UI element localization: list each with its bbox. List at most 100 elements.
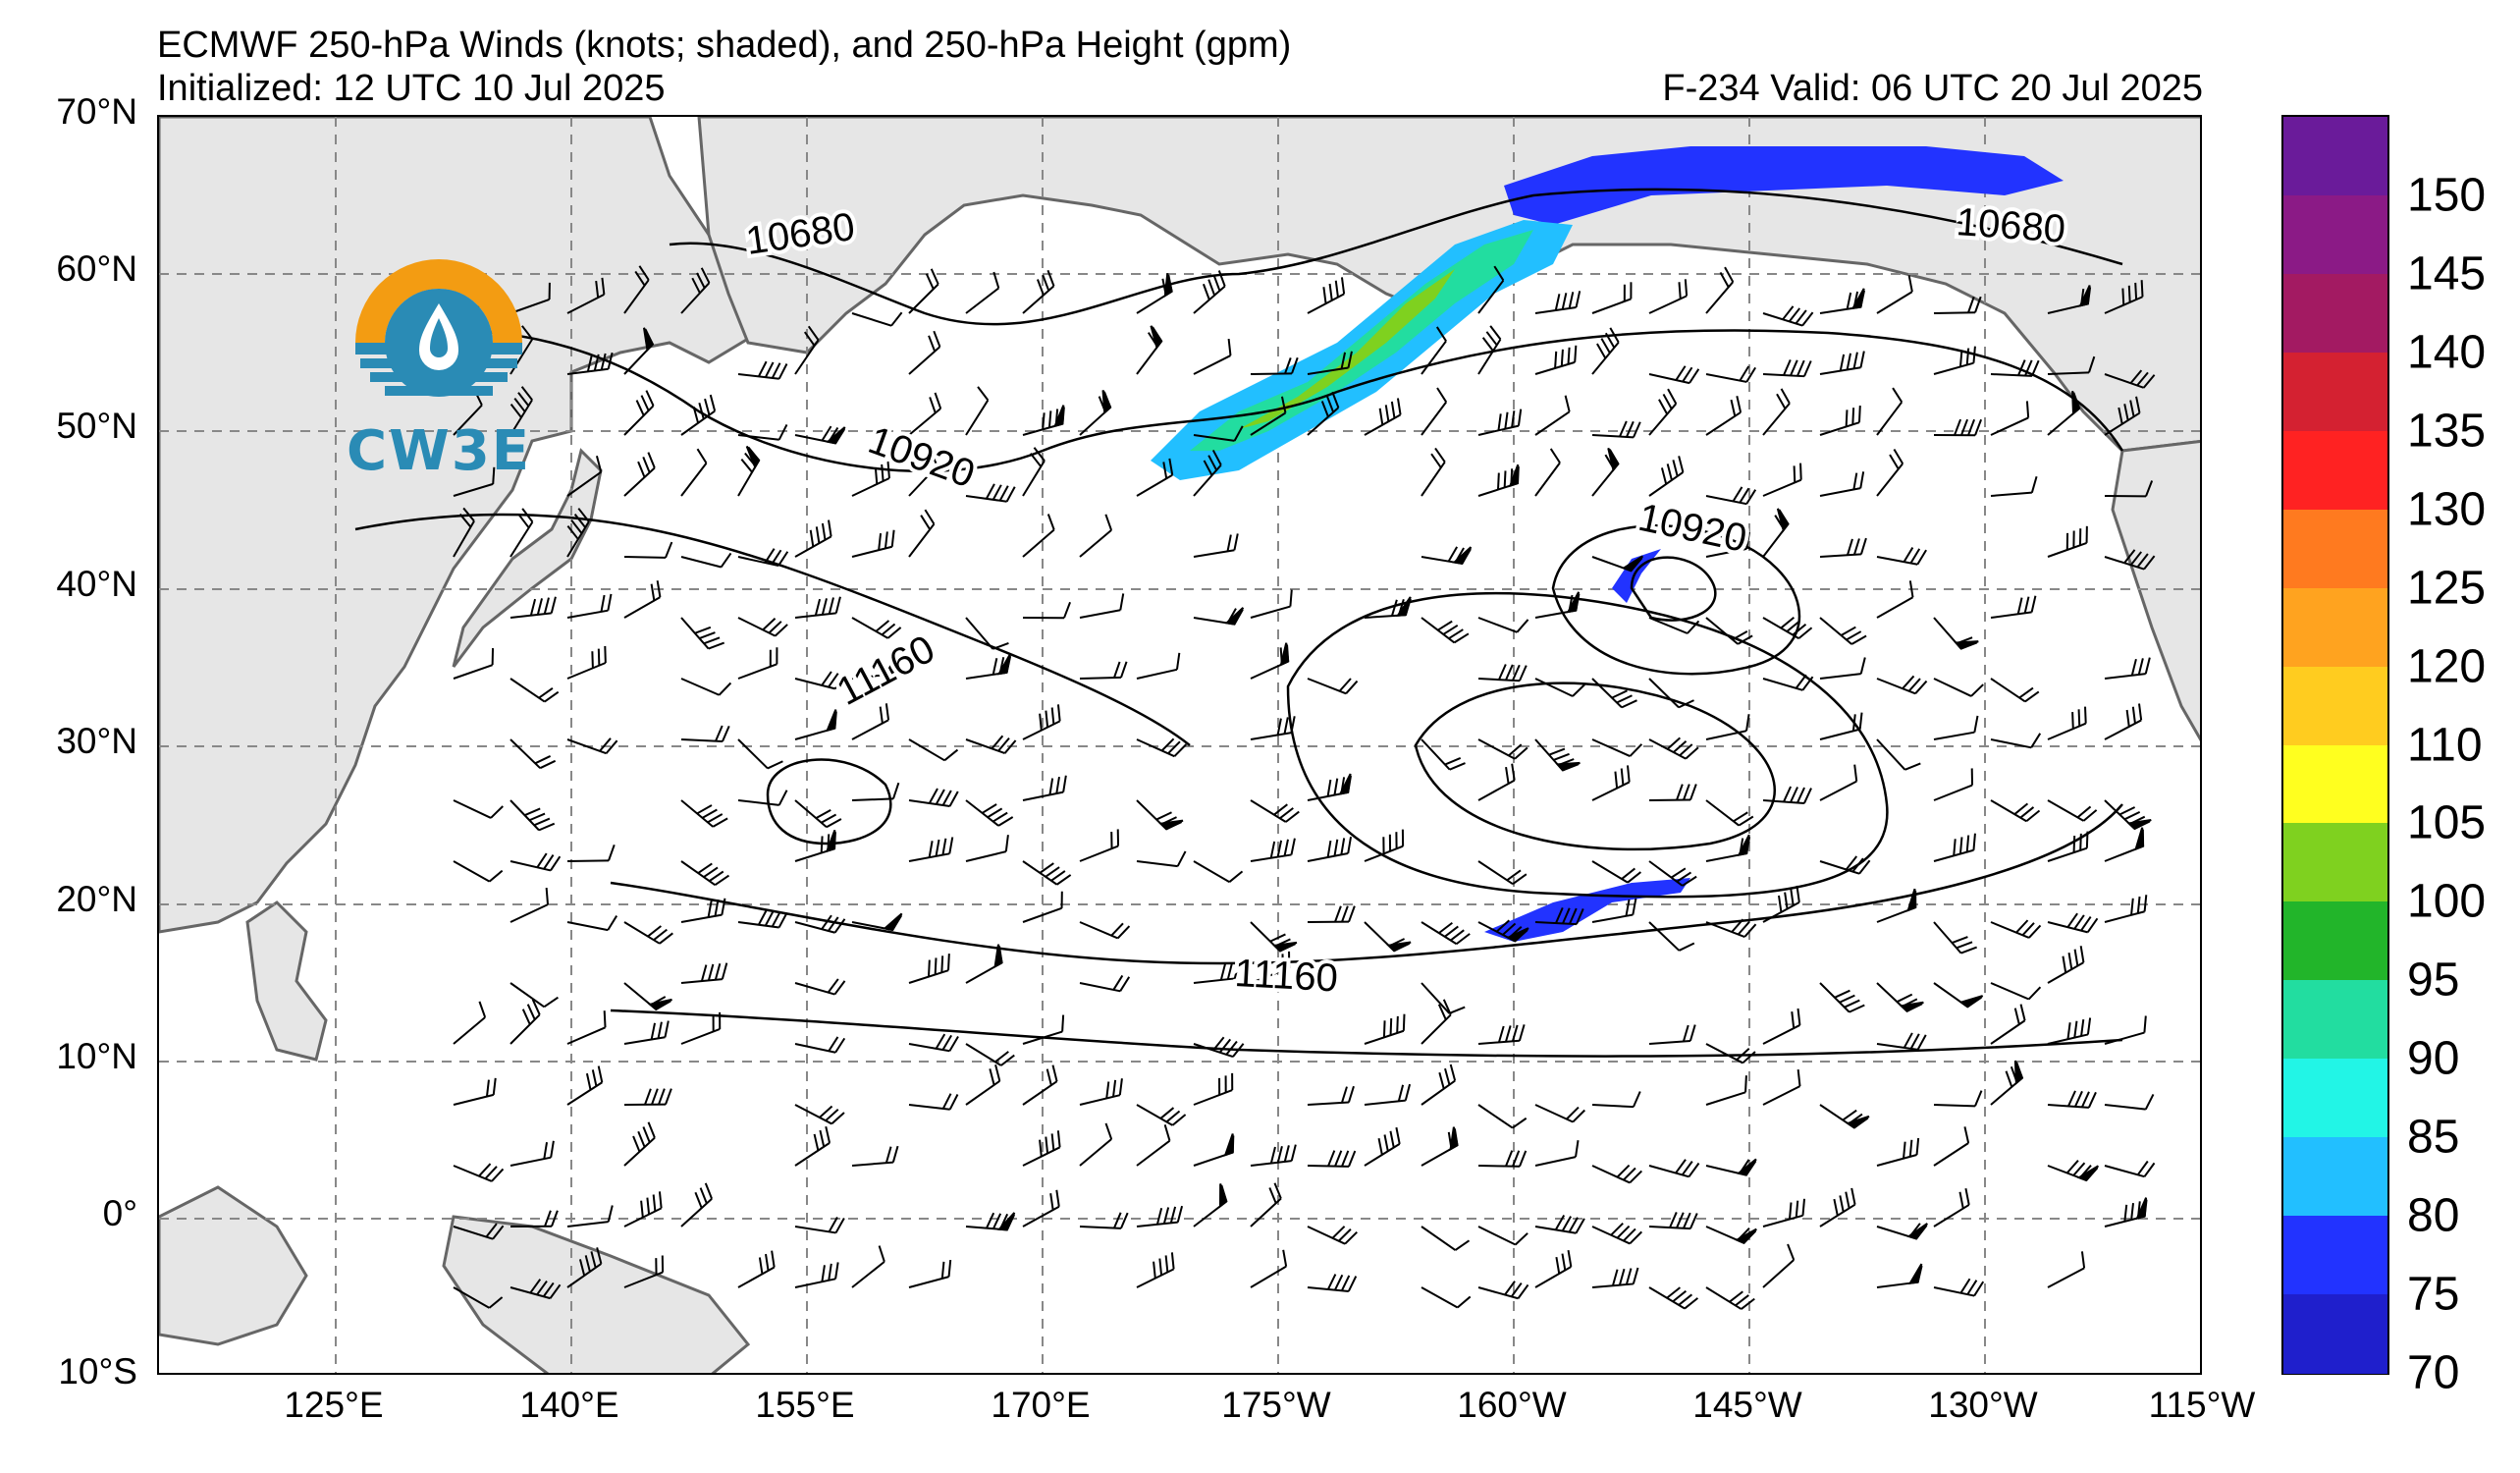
- colorbar-segment: [2283, 352, 2387, 432]
- contour-11160-high: [766, 758, 892, 846]
- wind-barb: [1819, 657, 1866, 680]
- wind-barb: [453, 1286, 504, 1309]
- wind-barb: [1193, 533, 1239, 558]
- wind-barb: [1250, 356, 1299, 375]
- wind-barb: [1591, 447, 1620, 497]
- wind-barb: [794, 596, 841, 619]
- wind-barb: [1364, 921, 1412, 953]
- wind-barb: [1534, 291, 1582, 314]
- contour-11160-south: [610, 803, 2123, 965]
- wind-barb: [908, 1259, 952, 1288]
- wind-barb: [509, 1140, 555, 1167]
- wind-barb: [1250, 589, 1293, 619]
- wind-barb: [1364, 1013, 1406, 1045]
- wind-barb: [1079, 593, 1125, 619]
- wind-barb: [851, 1245, 885, 1288]
- wind-barb: [794, 914, 846, 934]
- wind-barb: [1819, 471, 1865, 497]
- wind-barb: [908, 954, 950, 984]
- wind-barb: [680, 267, 711, 314]
- wind-barb: [509, 1279, 562, 1300]
- wind-barb: [1193, 1072, 1234, 1106]
- wind-barb: [1250, 799, 1300, 823]
- colorbar-segment: [2283, 117, 2387, 196]
- wind-barb: [1648, 388, 1678, 436]
- wind-barb: [965, 1043, 1015, 1066]
- wind-barb: [1876, 1032, 1927, 1051]
- wind-barb: [1477, 325, 1502, 375]
- wind-barb: [1421, 447, 1446, 497]
- lat-label: 20°N: [56, 879, 137, 919]
- wind-barb: [908, 392, 942, 436]
- wind-barb: [2104, 1197, 2148, 1228]
- lat-label: 0°: [102, 1193, 137, 1233]
- wind-barb: [2104, 480, 2154, 498]
- jet-main-core: [1190, 230, 1533, 451]
- wind-barb: [453, 648, 495, 680]
- wind-barb: [1648, 1024, 1696, 1045]
- wind-barb: [1022, 269, 1055, 314]
- wind-barb: [1534, 1249, 1573, 1288]
- wind-barb: [1819, 617, 1867, 645]
- wind-barb: [794, 1216, 845, 1234]
- lat-label: 10°S: [58, 1351, 137, 1391]
- wind-barb: [1022, 891, 1063, 923]
- wind-barb: [509, 325, 534, 375]
- wind-barb: [1990, 1060, 2024, 1106]
- wind-barb: [1079, 514, 1113, 558]
- wind-barb: [1136, 273, 1173, 314]
- wind-barb: [1421, 738, 1466, 771]
- wind-barb: [1648, 736, 1699, 760]
- wind-barb: [1762, 1198, 1806, 1228]
- wind-barb: [1022, 704, 1061, 740]
- wind-barb: [908, 509, 936, 558]
- wind-barb: [965, 735, 1017, 754]
- wind-barb: [1819, 1187, 1856, 1228]
- wind-barb: [794, 709, 837, 740]
- wind-barb: [1648, 279, 1689, 314]
- wind-barb: [566, 1247, 603, 1288]
- wind-barb: [1762, 786, 1812, 805]
- wind-barb: [1990, 401, 2030, 436]
- lat-label: 50°N: [56, 406, 137, 446]
- wind-barb: [1421, 617, 1470, 644]
- water-drop-sun-icon: [355, 259, 522, 397]
- wind-barb: [1705, 918, 1757, 938]
- wind-barb: [1762, 1008, 1801, 1045]
- wind-barb: [965, 483, 1016, 503]
- wind-barb: [965, 653, 1012, 680]
- wind-barb: [1193, 860, 1244, 884]
- wind-barb: [566, 455, 603, 497]
- wind-barb: [1534, 906, 1584, 926]
- wind-barb: [1534, 591, 1581, 619]
- wind-barb: [1990, 982, 2042, 1001]
- lon-label: 115°W: [2148, 1385, 2256, 1425]
- wind-barb: [509, 282, 551, 314]
- wind-barb: [1705, 1286, 1755, 1310]
- wind-barb: [1250, 838, 1296, 862]
- wind-barb: [851, 617, 902, 639]
- lat-label: 60°N: [56, 248, 137, 289]
- wind-barb: [1022, 1189, 1060, 1228]
- lon-label: 155°E: [755, 1385, 855, 1425]
- jet-main-green: [1239, 269, 1455, 429]
- wind-barb: [1477, 860, 1528, 886]
- wind-barb: [1307, 1150, 1357, 1168]
- philippines-landmass: [245, 900, 328, 1062]
- wind-barb: [623, 580, 662, 619]
- wind-barb: [965, 271, 1000, 314]
- wind-barb: [737, 548, 789, 568]
- lat-label: 10°N: [56, 1036, 137, 1076]
- wind-barb: [2104, 396, 2141, 436]
- wind-barb: [1933, 678, 1984, 697]
- wind-barb: [680, 962, 728, 984]
- wind-barb: [623, 1121, 656, 1167]
- wind-barb: [1648, 784, 1697, 801]
- wind-barb: [1705, 365, 1757, 383]
- wind-barb: [737, 424, 788, 441]
- wind-barb: [1648, 921, 1695, 952]
- wind-barb: [1477, 1226, 1528, 1246]
- wind-barb: [1421, 1286, 1472, 1309]
- wind-barb: [1876, 1223, 1928, 1240]
- wind-barb: [1990, 595, 2037, 619]
